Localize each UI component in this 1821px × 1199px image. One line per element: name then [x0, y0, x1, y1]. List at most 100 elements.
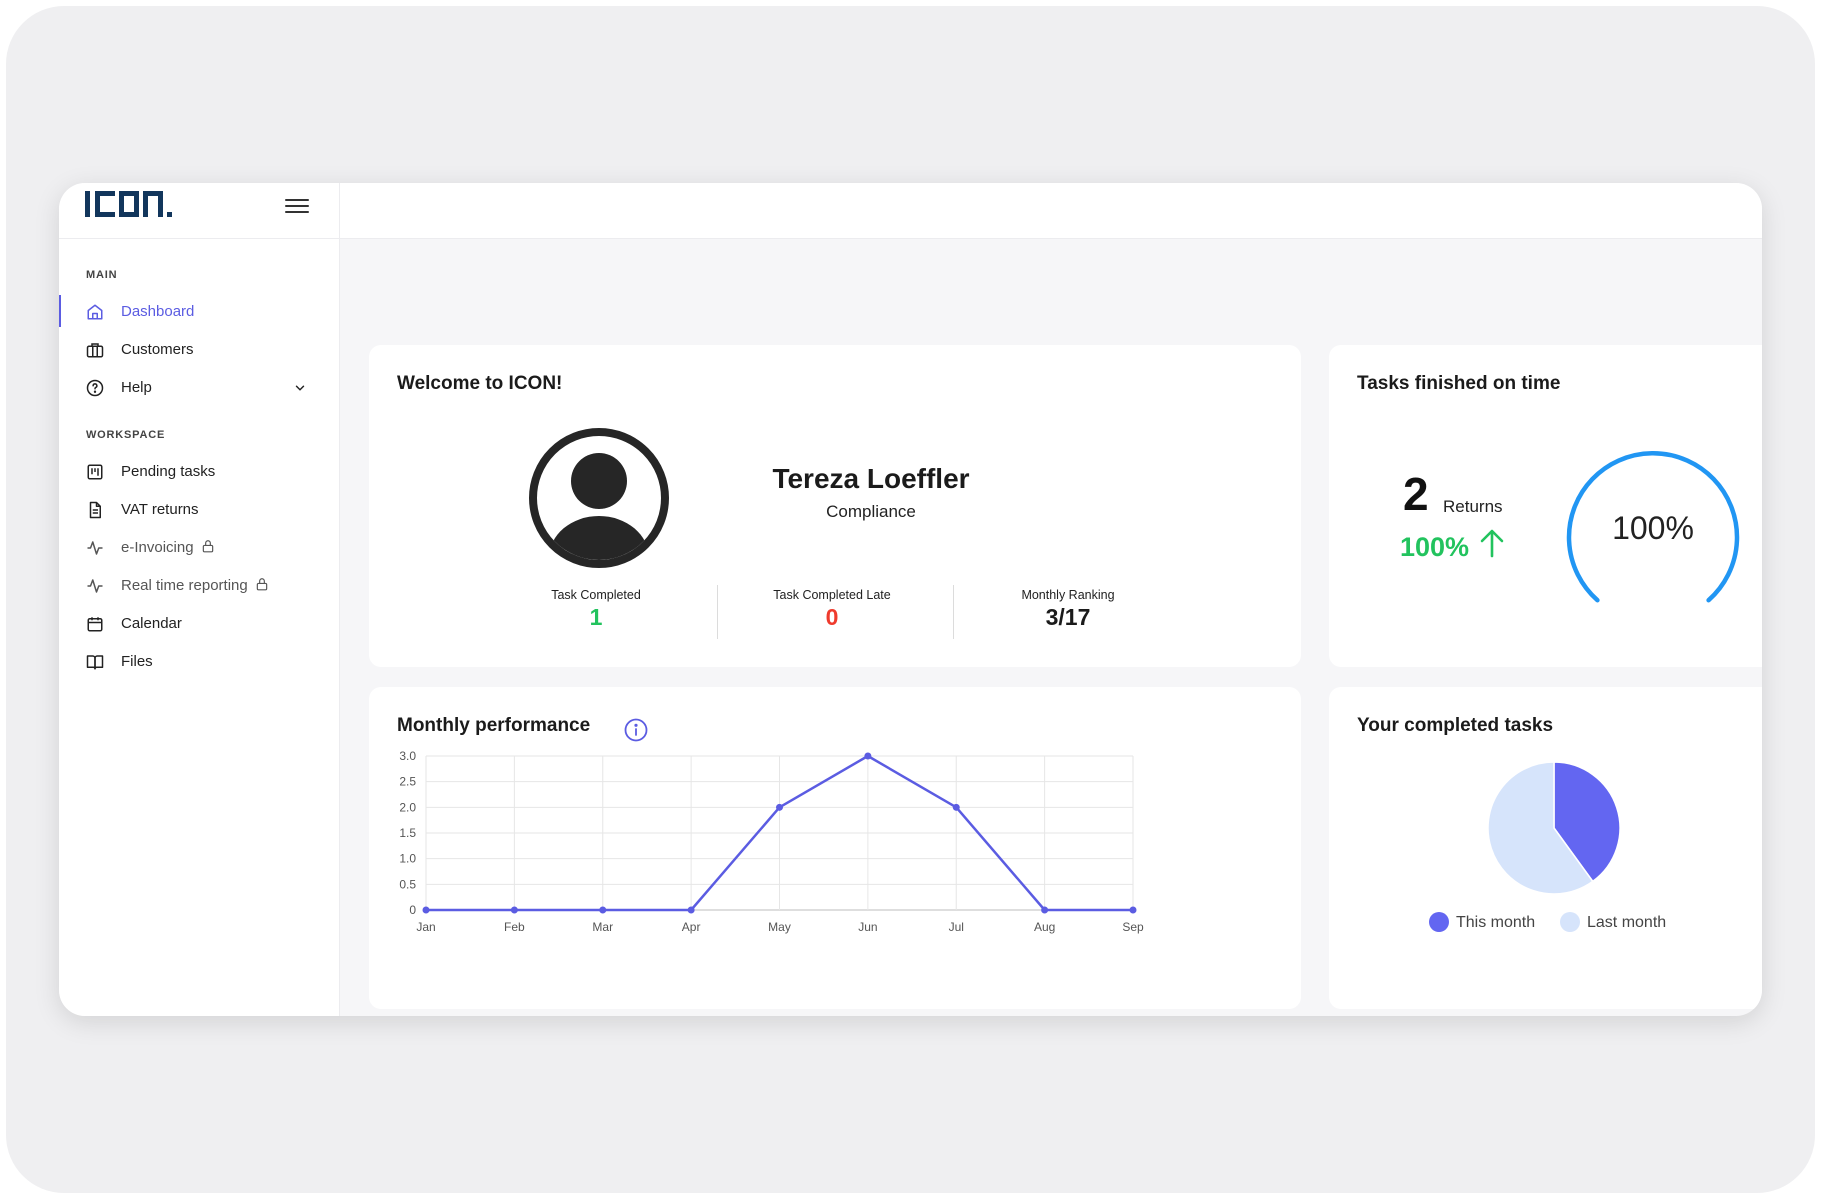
data-point[interactable]: [776, 803, 783, 811]
data-point[interactable]: [952, 803, 960, 811]
y-tick-label: 2.0: [399, 800, 416, 814]
tasks-on-time-title: Tasks finished on time: [1357, 373, 1561, 394]
sidebar-item-real-time-reporting[interactable]: Real time reporting: [59, 569, 339, 601]
avatar-icon: [529, 428, 669, 568]
stat-monthly-ranking: Monthly Ranking 3/17: [968, 588, 1168, 631]
legend-swatch: [1560, 912, 1580, 932]
top-bar: [340, 183, 1762, 239]
menu-toggle-button[interactable]: [285, 195, 309, 219]
stat-value: 3/17: [1045, 604, 1091, 630]
x-tick-label: Sep: [1122, 920, 1144, 934]
lock-icon: [256, 578, 267, 591]
document-icon: [89, 501, 101, 519]
x-tick-label: Feb: [504, 920, 525, 934]
sidebar-item-calendar[interactable]: Calendar: [59, 607, 339, 639]
monthly-performance-title: Monthly performance: [397, 715, 591, 736]
stat-value: 1: [589, 604, 603, 630]
icon-logo[interactable]: [85, 187, 181, 223]
x-tick-label: Aug: [1034, 920, 1055, 934]
stat-label: Monthly Ranking: [1021, 588, 1115, 602]
logo-area: [59, 183, 339, 239]
data-point[interactable]: [687, 906, 695, 914]
sidebar-item-label: Real time reporting: [121, 577, 248, 594]
welcome-title: Welcome to ICON!: [397, 373, 563, 394]
arrow-up-icon: [1480, 529, 1503, 558]
completed-tasks-pie-chart: This month Last month: [1429, 761, 1666, 932]
stat-divider: [717, 585, 718, 639]
home-icon: [87, 304, 103, 320]
welcome-card: Welcome to ICON! Tereza Loeffler Complia…: [369, 345, 1301, 667]
sidebar-item-label-group: Real time reporting: [121, 577, 269, 594]
section-label-main: MAIN: [86, 269, 118, 281]
info-icon[interactable]: [624, 718, 648, 742]
data-point[interactable]: [510, 906, 518, 914]
legend-label: Last month: [1587, 914, 1666, 931]
section-label-workspace: WORKSPACE: [86, 429, 166, 441]
sidebar-item-help[interactable]: Help: [59, 371, 339, 403]
sidebar-item-files[interactable]: Files: [59, 645, 339, 677]
x-tick-label: May: [768, 920, 791, 934]
calendar-icon: [87, 617, 103, 632]
gauge-value: 100%: [1612, 510, 1694, 546]
pie-slice[interactable]: [1487, 761, 1594, 895]
legend-label: This month: [1456, 914, 1535, 931]
y-tick-label: 0: [409, 903, 416, 917]
y-tick-label: 1.0: [399, 852, 416, 866]
sidebar-item-label: Calendar: [121, 615, 182, 632]
x-tick-label: Apr: [682, 920, 701, 934]
sidebar-item-label: e-Invoicing: [121, 539, 194, 556]
x-tick-label: Jul: [949, 920, 964, 934]
sidebar-item-label: Pending tasks: [121, 463, 216, 480]
legend-swatch: [1429, 912, 1449, 932]
on-time-change-value: 100%: [1400, 532, 1470, 562]
on-time-gauge: 100%: [1566, 450, 1740, 603]
activity-icon: [87, 541, 103, 555]
returns-label: Returns: [1443, 497, 1503, 516]
data-point[interactable]: [599, 906, 607, 914]
sidebar-item-label: VAT returns: [121, 501, 199, 518]
book-icon: [86, 655, 104, 670]
sidebar-item-vat-returns[interactable]: VAT returns: [59, 493, 339, 525]
stat-divider: [953, 585, 954, 639]
sidebar-item-label: Customers: [121, 341, 194, 358]
sidebar-item-customers[interactable]: Customers: [59, 333, 339, 365]
activity-icon: [87, 579, 103, 593]
sidebar-item-dashboard[interactable]: Dashboard: [59, 295, 339, 327]
sidebar-item-label: Dashboard: [121, 303, 195, 320]
sidebar-item-label: Help: [121, 379, 152, 396]
data-point[interactable]: [1129, 906, 1137, 914]
y-tick-label: 3.0: [399, 749, 416, 763]
completed-tasks-card: Your completed tasks This month Last mont…: [1329, 687, 1762, 1009]
sidebar-item-label-group: e-Invoicing: [121, 539, 215, 556]
kanban-icon: [87, 464, 103, 480]
stat-label: Task Completed: [551, 588, 641, 602]
monthly-performance-card: Monthly performance 0 0.5 1.0 1.5 2.0 2.5 3.0 J…: [369, 687, 1301, 1009]
data-point[interactable]: [1041, 906, 1049, 914]
sidebar: MAIN Dashboard Customers Help WORKSPACE …: [59, 183, 340, 1016]
lock-icon: [202, 540, 213, 553]
x-tick-label: Jun: [858, 920, 877, 934]
stat-task-completed: Task Completed 1: [496, 588, 696, 631]
stat-task-completed-late: Task Completed Late 0: [732, 588, 932, 631]
tasks-on-time-card: Tasks finished on time 2 Returns 100% 10…: [1329, 345, 1762, 667]
y-tick-label: 2.5: [399, 775, 416, 789]
app-window: MAIN Dashboard Customers Help WORKSPACE …: [59, 183, 1762, 1016]
help-circle-icon: [86, 379, 104, 397]
user-role: Compliance: [826, 502, 916, 521]
stat-label: Task Completed Late: [773, 588, 891, 602]
stat-value: 0: [825, 604, 839, 630]
monthly-performance-chart: 0 0.5 1.0 1.5 2.0 2.5 3.0 Jan Feb Mar Apr May Jun Jul…: [399, 749, 1144, 934]
chevron-down-icon[interactable]: [293, 381, 307, 395]
x-tick-label: Jan: [416, 920, 435, 934]
returns-count: 2: [1403, 468, 1429, 520]
y-tick-label: 0.5: [399, 877, 416, 891]
sidebar-item-label: Files: [121, 653, 153, 670]
data-point[interactable]: [422, 906, 430, 914]
sidebar-item-pending-tasks[interactable]: Pending tasks: [59, 455, 339, 487]
sidebar-item-e-invoicing[interactable]: e-Invoicing: [59, 531, 339, 563]
pie-slice[interactable]: [1553, 761, 1621, 883]
user-name: Tereza Loeffler: [772, 463, 970, 494]
completed-tasks-title: Your completed tasks: [1357, 715, 1554, 736]
on-time-change: 100%: [1400, 528, 1505, 563]
data-point[interactable]: [864, 752, 872, 760]
